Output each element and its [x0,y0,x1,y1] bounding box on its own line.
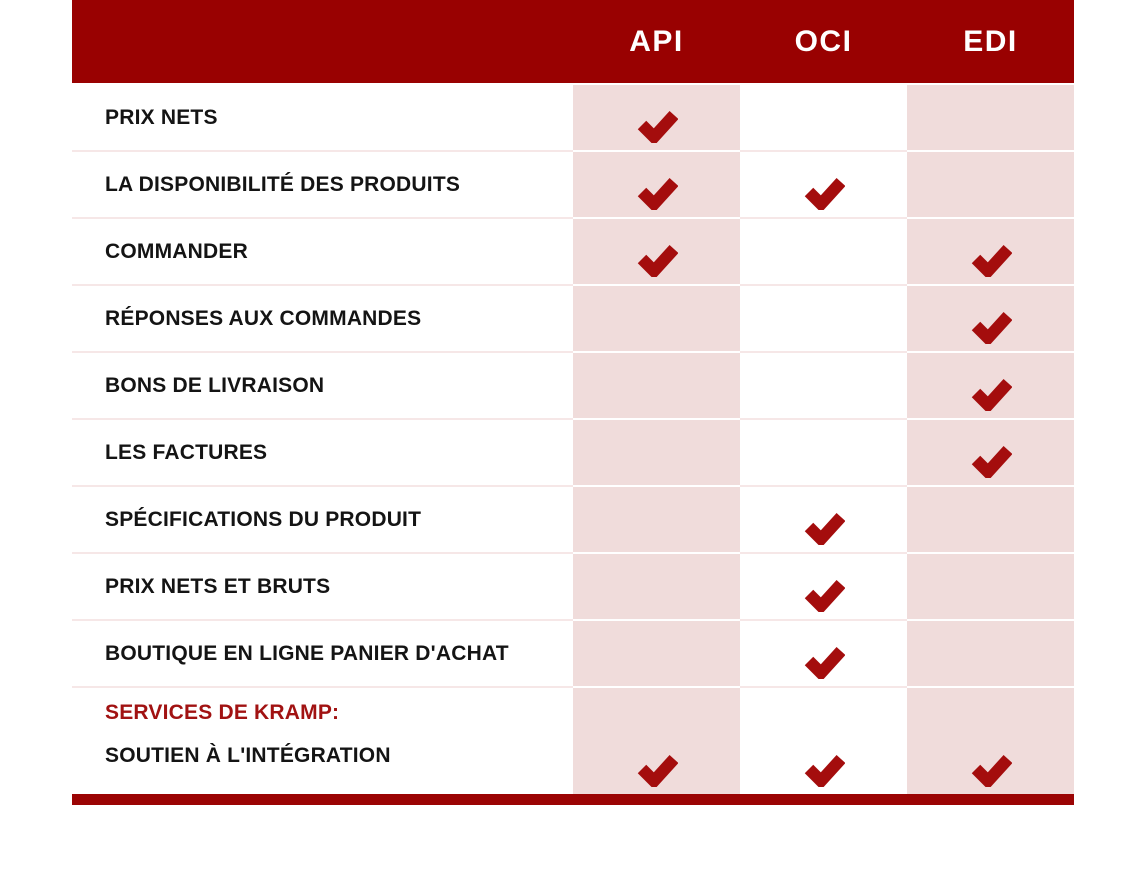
table-row: LES FACTURES [72,420,1074,487]
table-row: RÉPONSES AUX COMMANDES [72,286,1074,353]
cell-oci [740,621,907,688]
table-row: BONS DE LIVRAISON [72,353,1074,420]
check-icon [971,378,1012,411]
table-row: PRIX NETS [72,85,1074,152]
cell-api [573,688,740,794]
table-row: SPÉCIFICATIONS DU PRODUIT [72,487,1074,554]
cell-oci [740,487,907,554]
cell-edi [907,688,1074,794]
row-label: RÉPONSES AUX COMMANDES [72,286,573,353]
row-label: SERVICES DE KRAMP: SOUTIEN À L'INTÉGRATIO… [72,688,573,794]
cell-api [573,621,740,688]
cell-api [573,219,740,286]
check-icon [971,311,1012,344]
cell-edi [907,621,1074,688]
header-label-spacer [72,0,573,83]
cell-edi [907,487,1074,554]
cell-edi [907,420,1074,487]
check-icon [804,646,845,679]
cell-edi [907,85,1074,152]
check-icon [804,754,845,787]
row-label: PRIX NETS ET BRUTS [72,554,573,621]
comparison-table: API OCI EDI PRIX NETS LA DISPONIBILITÉ DE… [72,0,1074,805]
row-label: PRIX NETS [72,85,573,152]
cell-oci [740,219,907,286]
table-header: API OCI EDI [72,0,1074,85]
check-icon [637,754,678,787]
cell-edi [907,286,1074,353]
column-header-oci: OCI [794,24,853,58]
cell-oci [740,353,907,420]
cell-api [573,152,740,219]
table-row: SERVICES DE KRAMP: SOUTIEN À L'INTÉGRATIO… [72,688,1074,794]
cell-api [573,554,740,621]
check-icon [637,244,678,277]
row-label: COMMANDER [72,219,573,286]
check-icon [804,177,845,210]
cell-edi [907,353,1074,420]
cell-api [573,487,740,554]
check-icon [971,754,1012,787]
table-row: LA DISPONIBILITÉ DES PRODUITS [72,152,1074,219]
cell-oci [740,688,907,794]
check-icon [804,512,845,545]
check-icon [804,579,845,612]
row-label-line1: SERVICES DE KRAMP: [105,701,340,724]
column-header-edi: EDI [963,24,1018,58]
check-icon [971,445,1012,478]
table-row: PRIX NETS ET BRUTS [72,554,1074,621]
row-label: LES FACTURES [72,420,573,487]
row-label: BONS DE LIVRAISON [72,353,573,420]
bottom-accent-bar [72,794,1074,805]
row-label: SPÉCIFICATIONS DU PRODUIT [72,487,573,554]
cell-oci [740,286,907,353]
cell-oci [740,85,907,152]
cell-edi [907,554,1074,621]
cell-oci [740,554,907,621]
table-row: BOUTIQUE EN LIGNE PANIER D'ACHAT [72,621,1074,688]
check-icon [637,177,678,210]
check-icon [971,244,1012,277]
cell-edi [907,152,1074,219]
column-header-api: API [629,24,684,58]
cell-api [573,420,740,487]
check-icon [637,110,678,143]
cell-oci [740,420,907,487]
cell-api [573,85,740,152]
cell-edi [907,219,1074,286]
table-row: COMMANDER [72,219,1074,286]
row-label-line2: SOUTIEN À L'INTÉGRATION [105,744,391,767]
table-body: PRIX NETS LA DISPONIBILITÉ DES PRODUITS CO… [72,85,1074,794]
cell-oci [740,152,907,219]
row-label: BOUTIQUE EN LIGNE PANIER D'ACHAT [72,621,573,688]
cell-api [573,286,740,353]
row-label: LA DISPONIBILITÉ DES PRODUITS [72,152,573,219]
cell-api [573,353,740,420]
